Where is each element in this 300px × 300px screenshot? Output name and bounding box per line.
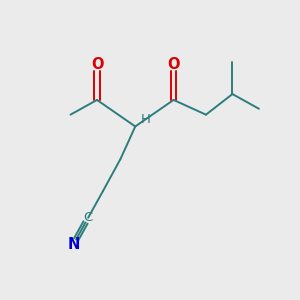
Text: H: H: [141, 112, 151, 126]
Text: C: C: [83, 211, 93, 224]
Text: O: O: [91, 57, 103, 72]
Text: O: O: [167, 57, 180, 72]
Text: N: N: [67, 237, 80, 252]
